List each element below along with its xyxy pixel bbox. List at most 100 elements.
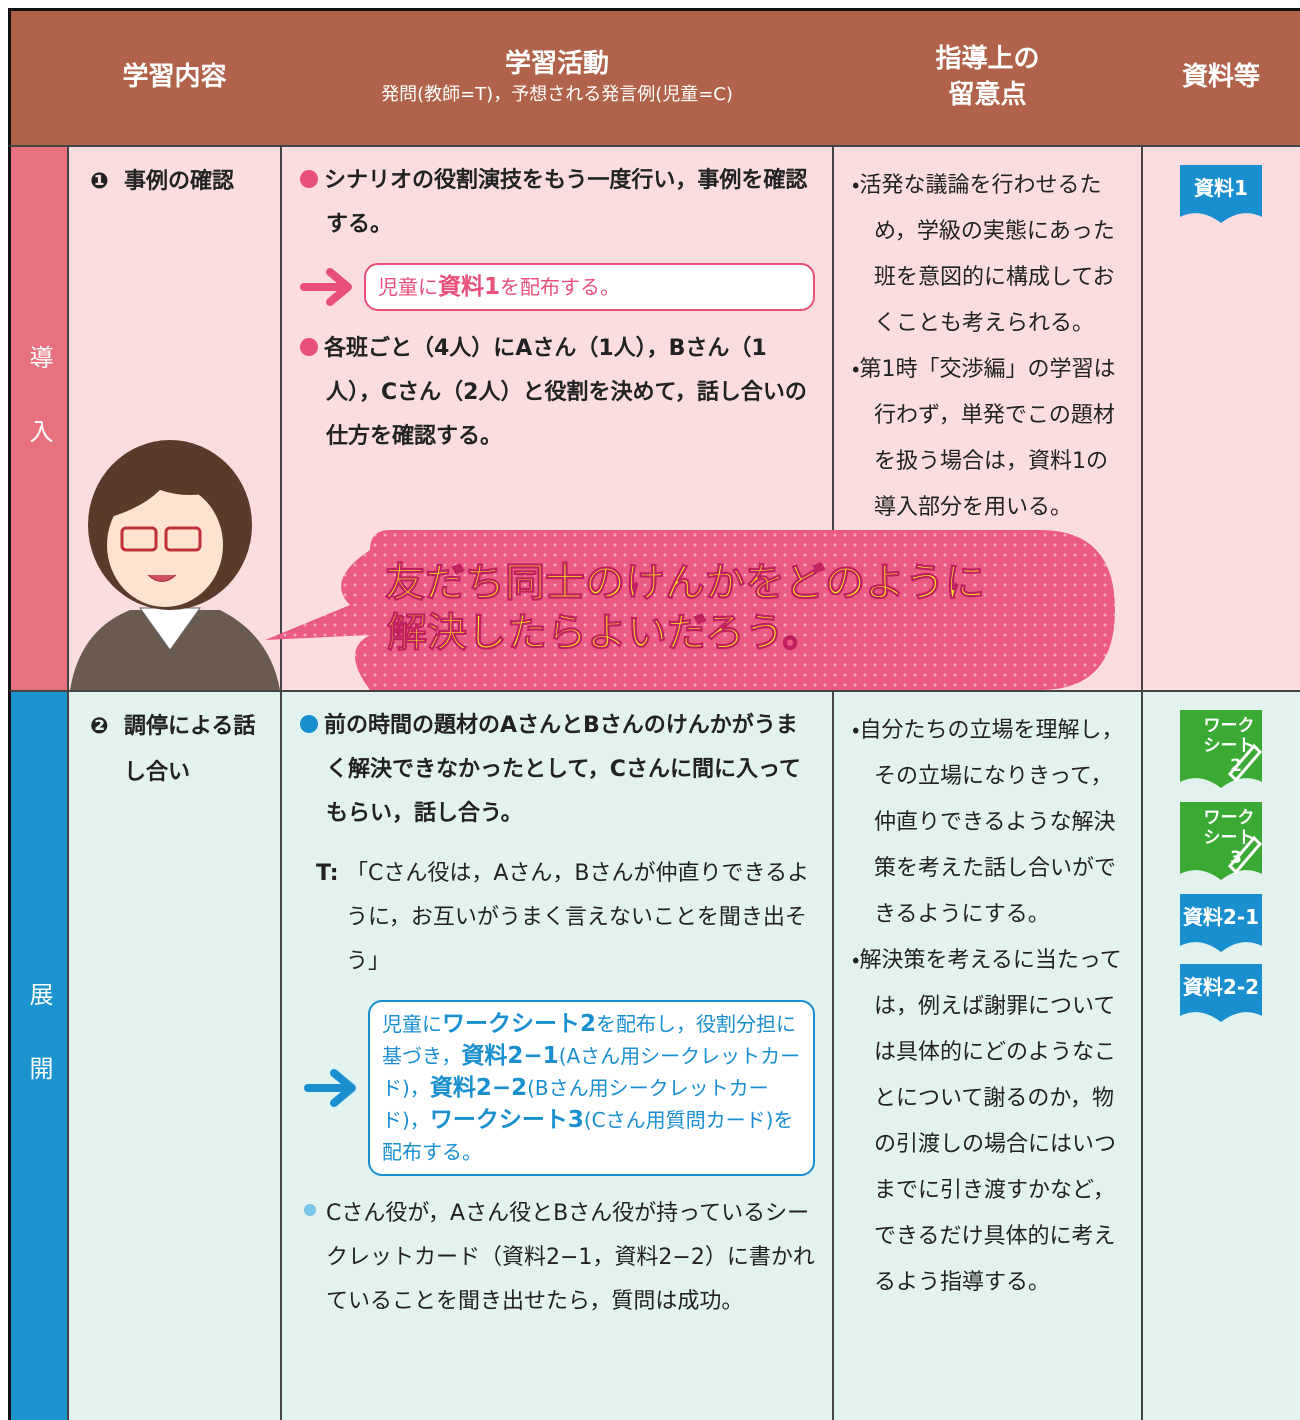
badge-shape [1180, 894, 1262, 952]
column-line [1141, 145, 1143, 690]
resource-badge: ワーク シート 3 [1180, 802, 1262, 880]
teacher-body [70, 610, 280, 690]
header-cell: 学習内容 [68, 8, 281, 145]
bullet-dot [300, 170, 318, 188]
speaker: T: [316, 861, 339, 886]
column-line [67, 690, 69, 1420]
illustration [70, 440, 1115, 690]
phase-cell: 導入 [11, 147, 68, 690]
resource-badge: 資料1 [1180, 165, 1262, 223]
glasses-right [164, 526, 202, 552]
column-line [280, 690, 282, 1420]
badge-body [1180, 964, 1262, 1022]
badge-shape [1180, 802, 1262, 880]
badge-label: ワーク シート 2 [1180, 710, 1270, 776]
badge-line: 資料2-1 [1182, 905, 1260, 929]
activity-box: 児童に資料1を配布する。 [300, 263, 815, 311]
content-cell: ❷ 調停による話し合い [90, 704, 270, 796]
bullet-dot [300, 338, 318, 356]
column-line [1141, 690, 1143, 1420]
arrow-icon [300, 268, 352, 306]
badge-label: ワーク シート 3 [1180, 802, 1270, 868]
header-resources: 資料等 [1181, 61, 1260, 92]
box-text-part: (Bさん用シークレットカード)， [382, 1076, 769, 1132]
activity-dialogue: T: 「Cさん役は，Aさん，Bさんが仲直りできるように，お互いがうまく言えないこと… [300, 852, 815, 984]
column-line [280, 145, 282, 690]
teacher-fringe [100, 475, 220, 520]
badge-line: ワーク [1203, 808, 1255, 828]
teacher-mouth [147, 574, 177, 582]
badge-body [1180, 802, 1262, 880]
activity-box: 児童にワークシート2を配布し，役割分担に基づき，資料2−1(Aさん用シークレット… [300, 1000, 815, 1176]
content-number: ❶ [90, 169, 109, 194]
note: ・自分たちの立場を理解し，その立場になりきって，仲直りできるような解決策を考えた… [852, 718, 1124, 927]
activity-cell: シナリオの役割演技をもう一度行い，事例を確認する。児童に資料1を配布する。各班ご… [300, 159, 815, 475]
box-text-part: 児童に [378, 275, 438, 299]
header-cell: 指導上の 留意点 [833, 8, 1142, 145]
badge-line: シート [1203, 828, 1255, 848]
note: ・解決策を考えるに当たっては，例えば謝罪については具体的にどのようなことについて… [852, 948, 1122, 1295]
activity-bullet: 各班ごと（4人）にAさん（1人），Bさん（1人），Cさん（2人）と役割を決めて，… [300, 327, 815, 459]
activity-bullet: シナリオの役割演技をもう一度行い，事例を確認する。 [300, 159, 815, 247]
badge-shape [1180, 710, 1262, 788]
badge-body [1180, 710, 1262, 788]
activity-text: Cさん役が，Aさん役とBさん役が持っているシークレットカード（資料2−1，資料2… [326, 1201, 815, 1314]
content-number: ❷ [90, 714, 109, 739]
box-text-part: (Aさん用シークレットカード)， [382, 1044, 801, 1100]
activity-text: 前の時間の題材のAさんとBさんのけんかがうまく解決できなかったとして，Cさんに間… [324, 713, 801, 826]
badge-line: 3 [1230, 848, 1242, 868]
badge-label: 資料2-2 [1180, 964, 1262, 1010]
header-cell: 学習活動 発問(教師=T)，予想される発言例(児童=C) [281, 8, 833, 145]
content-cell: ❶ 事例の確認 [90, 159, 270, 205]
badge-line: 資料1 [1194, 176, 1248, 200]
column-line [832, 145, 834, 690]
header-content: 学習内容 [122, 61, 227, 92]
bubble-line: 友だち同士のけんかをどのように [385, 560, 986, 607]
bubble-text: 友だち同士のけんかをどのように 解決したらよいだろう。 [385, 558, 986, 658]
activity-point: Cさん役が，Aさん役とBさん役が持っているシークレットカード（資料2−1，資料2… [300, 1192, 815, 1324]
pencil [1227, 743, 1262, 783]
badge-body [1180, 894, 1262, 952]
resource-badge: ワーク シート 2 [1180, 710, 1262, 788]
box-text: 児童にワークシート2を配布し，役割分担に基づき，資料2−1(Aさん用シークレット… [368, 1000, 815, 1176]
box-text-part: 児童に [382, 1012, 442, 1036]
resource-badge: 資料2-2 [1180, 964, 1262, 1022]
box-text-part: 資料2−2 [429, 1075, 528, 1101]
notes-cell: ・活発な議論を行わせるため，学級の実態にあった班を意図的に構成しておくことも考え… [852, 163, 1127, 531]
badge-line: 資料2-2 [1182, 975, 1260, 999]
pencil [1227, 835, 1262, 875]
arrow-shape [304, 1069, 356, 1107]
speech-bubble [265, 530, 1115, 690]
badge-label: 資料1 [1180, 165, 1262, 211]
activity-text: 各班ごと（4人）にAさん（1人），Bさん（1人），Cさん（2人）と役割を決めて，… [324, 336, 807, 449]
badge-body [1180, 165, 1262, 223]
badge-line: 2 [1230, 756, 1242, 776]
header-notes: 指導上の [935, 43, 1040, 74]
badge-shape [1180, 165, 1262, 223]
box-text-part: ワークシート2 [442, 1011, 597, 1037]
dialogue-text: 「Cさん役は，Aさん，Bさんが仲直りできるように，お互いがうまく言えないことを聞… [346, 861, 810, 974]
bullet-dot [300, 715, 318, 733]
box-text-part: 資料2−1 [461, 1043, 559, 1069]
content-text: 事例の確認 [124, 169, 235, 194]
content-text: 調停による話し合い [124, 714, 256, 785]
header-row [8, 8, 1300, 145]
box-text-part: を配布する。 [500, 275, 621, 299]
notes-cell: ・自分たちの立場を理解し，その立場になりきって，仲直りできるような解決策を考えた… [852, 708, 1127, 1306]
phase-cell: 展開 [11, 692, 68, 1420]
badge-label: 資料2-1 [1180, 894, 1262, 940]
bullet-dot [304, 1204, 316, 1216]
header-activity-sub: 発問(教師=T)，予想される発言例(児童=C) [381, 83, 733, 105]
activity-text: シナリオの役割演技をもう一度行い，事例を確認する。 [324, 168, 808, 237]
column-line [67, 145, 69, 690]
resource-badge: 資料2-1 [1180, 894, 1262, 952]
header-cell: 資料等 [1142, 8, 1300, 145]
column-line [832, 690, 834, 1420]
badge-line: ワーク [1203, 716, 1255, 736]
note: ・第1時「交渉編」の学習は行わず，単発でこの題材を扱う場合は，資料1の導入部分を… [852, 357, 1116, 520]
box-text: 児童に資料1を配布する。 [364, 263, 815, 311]
note: ・活発な議論を行わせるため，学級の実態にあった班を意図的に構成しておくことも考え… [852, 173, 1115, 336]
glasses-left [120, 526, 158, 552]
badge-line: シート [1203, 736, 1255, 756]
